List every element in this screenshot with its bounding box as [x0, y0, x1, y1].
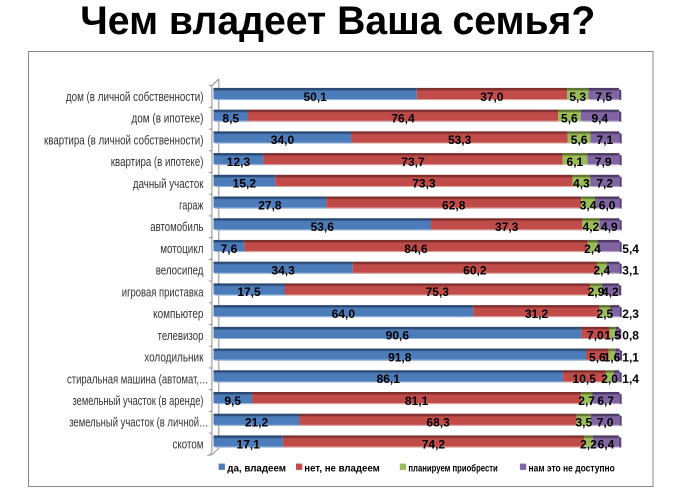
svg-text:73,7: 73,7	[401, 155, 425, 169]
svg-text:6,1: 6,1	[567, 155, 584, 169]
svg-text:2,0: 2,0	[601, 372, 618, 386]
svg-text:5,6: 5,6	[589, 350, 606, 364]
svg-text:90,6: 90,6	[386, 329, 410, 343]
svg-text:1,6: 1,6	[604, 350, 621, 364]
svg-text:2,3: 2,3	[622, 307, 639, 321]
svg-text:84,6: 84,6	[404, 242, 428, 256]
svg-text:0,8: 0,8	[622, 329, 639, 343]
svg-text:дом (в ипотеке): дом (в ипотеке)	[131, 112, 203, 126]
svg-text:4,2: 4,2	[602, 285, 619, 299]
svg-text:7,2: 7,2	[596, 177, 613, 191]
svg-text:34,0: 34,0	[271, 133, 295, 147]
svg-text:квартира (в ипотеке): квартира (в ипотеке)	[111, 155, 204, 169]
svg-text:4,9: 4,9	[601, 220, 618, 234]
svg-text:53,3: 53,3	[448, 133, 472, 147]
svg-text:6,7: 6,7	[597, 394, 614, 408]
svg-text:1,5: 1,5	[604, 329, 621, 343]
svg-text:37,0: 37,0	[480, 90, 504, 104]
svg-text:62,8: 62,8	[442, 198, 466, 212]
svg-text:2,2: 2,2	[580, 437, 597, 451]
svg-text:6,0: 6,0	[599, 198, 616, 212]
svg-text:5,4: 5,4	[622, 242, 639, 256]
svg-text:5,3: 5,3	[569, 90, 586, 104]
svg-text:1,1: 1,1	[622, 350, 639, 364]
svg-text:64,0: 64,0	[332, 307, 356, 321]
svg-text:земельный участок (в аренде): земельный участок (в аренде)	[73, 394, 204, 408]
svg-text:74,2: 74,2	[422, 437, 446, 451]
svg-text:стиральная машина (автомат,…: стиральная машина (автомат,…	[67, 372, 209, 386]
svg-text:нет, не владеем: нет, не владеем	[304, 463, 380, 475]
svg-text:земельный участок (в личной…: земельный участок (в личной…	[69, 416, 208, 430]
svg-text:17,1: 17,1	[237, 437, 261, 451]
svg-text:7,5: 7,5	[595, 90, 612, 104]
svg-text:7,0: 7,0	[597, 416, 614, 430]
svg-text:игровая приставка: игровая приставка	[122, 285, 204, 299]
svg-text:2,4: 2,4	[594, 264, 611, 278]
svg-text:планируем приобрести: планируем приобрести	[408, 463, 497, 475]
svg-text:квартира (в личной собственнос: квартира (в личной собственности)	[44, 133, 204, 147]
svg-text:дачный участок: дачный участок	[133, 177, 204, 191]
svg-text:7,6: 7,6	[221, 242, 238, 256]
svg-text:68,3: 68,3	[426, 416, 450, 430]
svg-text:1,4: 1,4	[622, 372, 639, 386]
svg-text:50,1: 50,1	[303, 90, 327, 104]
svg-text:Чем владеет Ваша семья?: Чем владеет Ваша семья?	[80, 0, 595, 43]
svg-text:холодильник: холодильник	[144, 351, 204, 365]
svg-text:7,1: 7,1	[597, 133, 614, 147]
svg-text:53,6: 53,6	[311, 220, 335, 234]
svg-text:9,4: 9,4	[591, 111, 608, 125]
svg-text:нам это не доступно: нам это не доступно	[529, 463, 615, 475]
svg-text:телевизор: телевизор	[158, 329, 204, 343]
svg-text:91,8: 91,8	[388, 350, 412, 364]
svg-text:21,2: 21,2	[245, 416, 269, 430]
svg-text:3,4: 3,4	[580, 198, 597, 212]
svg-text:компьютер: компьютер	[153, 307, 203, 321]
svg-text:скотом: скотом	[173, 437, 204, 451]
svg-text:да, владеем: да, владеем	[227, 463, 286, 475]
svg-text:27,8: 27,8	[258, 198, 282, 212]
svg-text:86,1: 86,1	[377, 372, 401, 386]
svg-text:3,1: 3,1	[622, 264, 639, 278]
svg-text:3,5: 3,5	[575, 416, 592, 430]
svg-text:4,2: 4,2	[583, 220, 600, 234]
svg-text:7,9: 7,9	[595, 155, 612, 169]
svg-text:73,3: 73,3	[412, 177, 436, 191]
svg-text:75,3: 75,3	[426, 285, 450, 299]
svg-text:8,5: 8,5	[222, 111, 239, 125]
svg-text:велосипед: велосипед	[156, 264, 204, 278]
svg-text:6,4: 6,4	[598, 437, 615, 451]
svg-text:7,0: 7,0	[587, 329, 604, 343]
svg-text:автомобиль: автомобиль	[150, 220, 203, 234]
svg-text:76,4: 76,4	[391, 111, 415, 125]
svg-text:2,9: 2,9	[588, 285, 605, 299]
svg-text:34,3: 34,3	[271, 264, 295, 278]
svg-text:31,2: 31,2	[525, 307, 549, 321]
svg-text:5,6: 5,6	[571, 133, 588, 147]
svg-text:2,7: 2,7	[578, 394, 595, 408]
svg-text:дом (в личной собственности): дом (в личной собственности)	[66, 90, 204, 104]
svg-text:12,3: 12,3	[227, 155, 251, 169]
svg-text:81,1: 81,1	[405, 394, 429, 408]
svg-text:17,5: 17,5	[237, 285, 261, 299]
svg-text:2,4: 2,4	[584, 242, 601, 256]
svg-text:60,2: 60,2	[463, 264, 487, 278]
svg-text:2,5: 2,5	[597, 307, 614, 321]
svg-text:гараж: гараж	[179, 199, 204, 213]
svg-text:5,6: 5,6	[561, 111, 578, 125]
svg-text:4,3: 4,3	[573, 177, 590, 191]
svg-text:37,3: 37,3	[495, 220, 519, 234]
svg-text:10,5: 10,5	[573, 372, 597, 386]
svg-text:мотоцикл: мотоцикл	[160, 242, 203, 256]
svg-text:15,2: 15,2	[233, 177, 257, 191]
svg-text:9,5: 9,5	[224, 394, 241, 408]
